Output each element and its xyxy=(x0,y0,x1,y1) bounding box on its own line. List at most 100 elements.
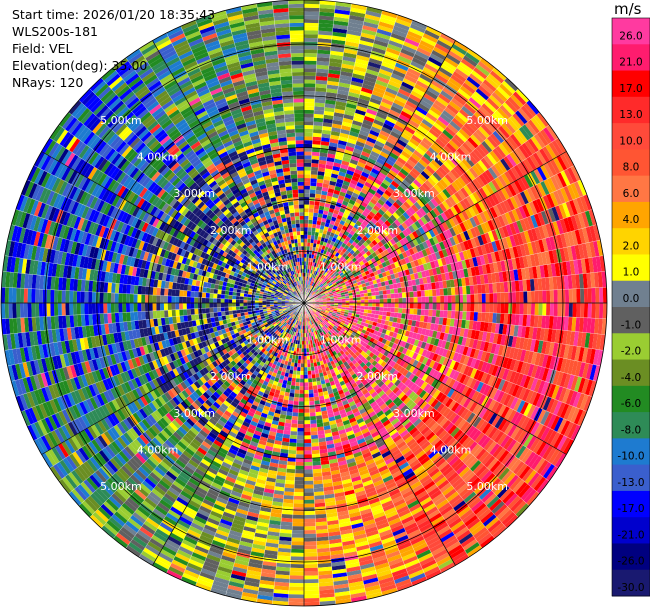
velocity-gate xyxy=(439,288,444,296)
velocity-gate xyxy=(337,139,348,146)
velocity-gate xyxy=(599,287,604,303)
velocity-gate xyxy=(485,303,490,313)
velocity-gate xyxy=(328,142,338,148)
velocity-gate xyxy=(300,367,304,372)
velocity-gate xyxy=(319,11,335,17)
velocity-gate xyxy=(296,439,304,444)
velocity-gate xyxy=(304,590,320,595)
velocity-gate xyxy=(334,104,346,111)
velocity-gate xyxy=(304,386,309,391)
velocity-gate xyxy=(450,287,456,296)
velocity-gate xyxy=(323,110,335,116)
velocity-gate xyxy=(440,303,445,311)
velocity-gate xyxy=(311,151,320,157)
velocity-gate xyxy=(329,180,337,186)
velocity-gate xyxy=(493,303,498,314)
velocity-gate xyxy=(327,149,337,155)
velocity-gate xyxy=(386,307,391,313)
velocity-gate xyxy=(304,507,315,512)
velocity-gate xyxy=(304,268,306,273)
velocity-gate xyxy=(546,290,551,303)
velocity-gate xyxy=(591,287,596,303)
velocity-gate xyxy=(304,556,318,561)
velocity-gate xyxy=(599,303,604,319)
velocity-gate xyxy=(306,253,310,258)
velocity-gate xyxy=(304,412,310,417)
velocity-gate xyxy=(330,50,344,57)
velocity-gate xyxy=(311,159,320,164)
velocity-gate xyxy=(318,159,327,165)
velocity-gate xyxy=(315,224,321,229)
velocity-gate xyxy=(364,299,369,303)
velocity-gate xyxy=(447,310,452,319)
velocity-gate xyxy=(393,288,399,294)
velocity-gate xyxy=(352,73,365,80)
velocity-gate xyxy=(405,308,410,315)
velocity-gate xyxy=(304,439,312,444)
velocity-gate xyxy=(288,598,304,603)
velocity-gate xyxy=(295,454,304,459)
velocity-gate xyxy=(527,303,532,315)
velocity-gate xyxy=(346,29,362,37)
velocity-gate xyxy=(315,415,323,420)
velocity-gate xyxy=(304,363,308,368)
velocity-gate xyxy=(334,108,345,115)
velocity-gate xyxy=(580,303,585,318)
velocity-gate xyxy=(304,3,320,8)
velocity-gate xyxy=(304,143,313,148)
velocity-gate xyxy=(307,231,312,236)
velocity-gate xyxy=(359,39,374,47)
velocity-gate xyxy=(337,143,347,150)
velocity-gate xyxy=(455,294,460,303)
velocity-gate xyxy=(304,420,311,425)
velocity-gate xyxy=(493,292,498,303)
velocity-gate xyxy=(304,132,313,137)
velocity-gate xyxy=(304,147,313,152)
velocity-gate xyxy=(397,312,402,319)
velocity-gate xyxy=(315,193,322,199)
velocity-gate xyxy=(424,289,429,297)
velocity-gate xyxy=(313,113,324,119)
velocity-gate xyxy=(294,393,300,398)
velocity-gate xyxy=(310,423,318,428)
velocity-gate xyxy=(296,450,304,455)
velocity-gate xyxy=(339,132,350,139)
velocity-gate xyxy=(375,306,380,311)
velocity-gate xyxy=(587,303,592,319)
velocity-gate xyxy=(481,284,486,294)
velocity-gate xyxy=(363,17,380,25)
velocity-gate xyxy=(390,307,395,313)
velocity-gate xyxy=(291,419,298,425)
velocity-gate xyxy=(309,242,314,247)
velocity-gate xyxy=(295,465,304,470)
velocity-gate xyxy=(304,265,306,269)
velocity-gate xyxy=(348,18,364,26)
velocity-gate xyxy=(304,492,315,497)
velocity-gate xyxy=(390,293,395,299)
velocity-gate xyxy=(308,385,314,390)
velocity-gate xyxy=(331,169,340,175)
velocity-gate xyxy=(304,83,316,88)
velocity-gate xyxy=(298,405,304,410)
velocity-gate xyxy=(312,472,323,477)
velocity-gate xyxy=(313,480,323,485)
velocity-gate xyxy=(317,167,326,173)
velocity-gate xyxy=(413,291,418,298)
velocity-gate xyxy=(318,23,334,29)
velocity-gate xyxy=(484,312,490,323)
velocity-gate xyxy=(332,31,347,38)
velocity-gate xyxy=(447,295,452,303)
velocity-gate xyxy=(306,257,309,262)
velocity-gate xyxy=(288,396,295,401)
velocity-gate xyxy=(353,65,367,73)
velocity-gate xyxy=(304,389,309,394)
velocity-gate xyxy=(595,303,600,319)
velocity-gate xyxy=(406,303,411,309)
velocity-gate xyxy=(304,480,314,485)
velocity-gate xyxy=(300,359,304,364)
velocity-gate xyxy=(319,0,336,6)
velocity-gate xyxy=(466,303,471,312)
velocity-gate xyxy=(401,313,406,319)
velocity-gate xyxy=(356,51,371,58)
velocity-gate xyxy=(328,65,342,72)
